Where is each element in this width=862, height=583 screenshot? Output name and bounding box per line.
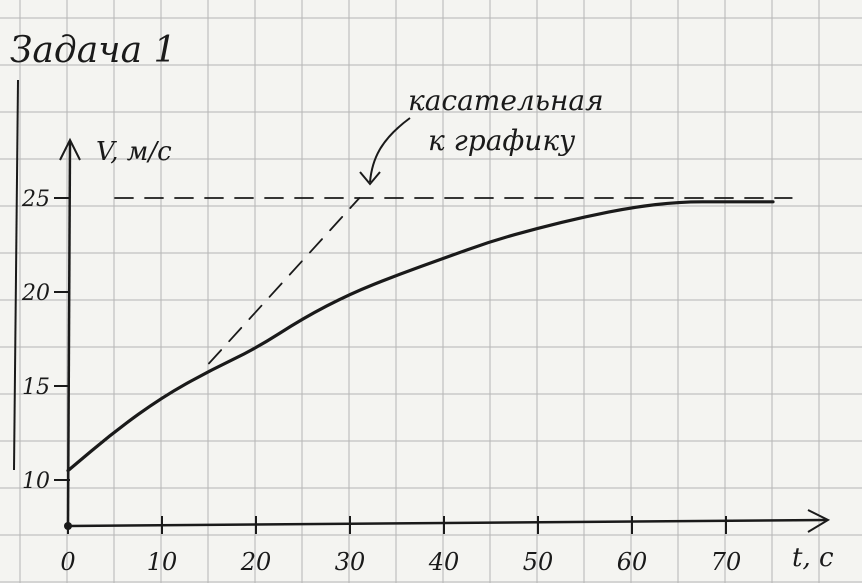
x-tick-label: 60 bbox=[617, 548, 648, 576]
axes bbox=[59, 137, 831, 533]
x-axis-arrow bbox=[807, 509, 831, 533]
annotation-pointer bbox=[369, 117, 411, 183]
x-tick-label: 70 bbox=[711, 548, 742, 576]
velocity-curve bbox=[66, 200, 775, 473]
x-tick-label: 30 bbox=[335, 548, 366, 576]
x-tick-label: 50 bbox=[523, 548, 554, 576]
x-tick-label: 10 bbox=[147, 548, 178, 576]
y-axis-arrow bbox=[59, 137, 81, 161]
x-axis-label: t, c bbox=[792, 543, 834, 573]
y-tick-label: 10 bbox=[22, 469, 50, 494]
y-ticks: 10 15 20 25 bbox=[21, 187, 70, 494]
annotation-line-2: к графику bbox=[428, 124, 576, 157]
y-tick-label: 20 bbox=[21, 281, 50, 306]
x-tick-label: 20 bbox=[240, 548, 272, 576]
x-ticks: 0 10 20 30 40 50 60 70 bbox=[60, 516, 741, 576]
x-tick-label: 40 bbox=[428, 548, 460, 576]
y-tick-label: 25 bbox=[21, 187, 50, 212]
y-axis bbox=[66, 141, 72, 527]
y-tick-label: 15 bbox=[22, 375, 50, 400]
series-layer bbox=[66, 197, 793, 473]
annotation-line-1: касательная bbox=[408, 84, 604, 117]
y-axis-label: V, м/с bbox=[96, 137, 172, 167]
page-margin-line bbox=[13, 79, 19, 471]
annotation-pointer-arrowhead bbox=[359, 171, 381, 186]
tangent-line bbox=[208, 197, 361, 365]
page-title: Задача 1 bbox=[10, 30, 176, 71]
x-tick-label: 0 bbox=[60, 548, 75, 576]
x-axis bbox=[67, 518, 827, 528]
